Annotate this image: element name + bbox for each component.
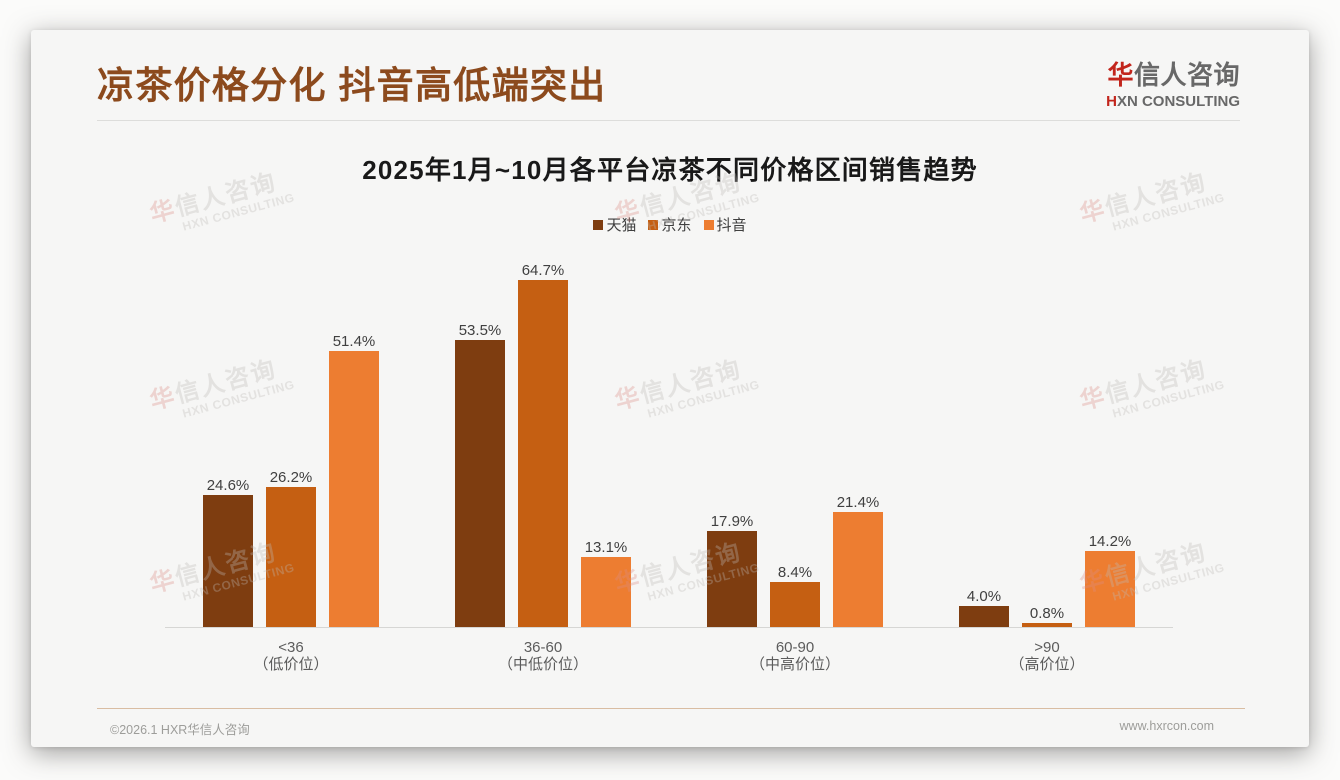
bar-天猫->90: [959, 606, 1009, 627]
category-label-60-90: 60-90 （中高价位）: [749, 639, 840, 673]
bar-value-label: 21.4%: [836, 494, 880, 511]
bar-京东->90: [1022, 623, 1072, 627]
bar-抖音-36-60: [581, 557, 631, 627]
legend-swatch: [593, 219, 604, 230]
bar-京东-<36: [266, 487, 316, 627]
bar-天猫-36-60: [455, 340, 505, 627]
footer-divider: [97, 708, 1245, 709]
bar-京东-60-90: [770, 582, 820, 627]
bar-value-label: 51.4%: [332, 333, 376, 350]
title-divider: [97, 120, 1240, 121]
logo-chinese: 华信人咨询: [1106, 61, 1240, 89]
chart-legend: 天猫 京东 抖音: [31, 214, 1309, 235]
bar-value-label: 4.0%: [966, 588, 1002, 605]
company-logo: 华信人咨询 HXN CONSULTING: [1106, 61, 1240, 110]
category-label-<36: <36 （低价位）: [253, 639, 329, 673]
legend-label: 天猫: [606, 217, 637, 234]
logo-cn-rest: 信人咨询: [1133, 60, 1240, 90]
logo-en-accent: H: [1106, 93, 1117, 110]
bar-value-label: 17.9%: [710, 513, 754, 530]
bar-抖音-<36: [329, 351, 379, 627]
legend-swatch: [648, 219, 659, 230]
legend-item-天猫[interactable]: 天猫: [593, 214, 636, 235]
bar-天猫-<36: [203, 495, 253, 627]
logo-english: HXN CONSULTING: [1106, 94, 1240, 110]
bar-value-label: 8.4%: [777, 564, 813, 581]
x-axis-line: [165, 627, 1173, 628]
bar-value-label: 53.5%: [458, 322, 502, 339]
category-label-36-60: 36-60 （中低价位）: [497, 639, 588, 673]
legend-swatch: [703, 219, 714, 230]
bar-chart-plot: 24.6% 26.2% 51.4% 53.5% 64.7% 13.1% 17.9% 8.4% 2…: [165, 262, 1173, 628]
logo-en-rest: XN CONSULTING: [1116, 93, 1240, 110]
category-axis-labels: <36 （低价位） 36-60 （中低价位） 60-90 （中高价位） >90 （高价位）: [165, 639, 1173, 679]
category-label->90: >90 （高价位）: [1009, 639, 1085, 673]
footer-copyright: ©2026.1 HXR华信人咨询: [110, 723, 250, 737]
legend-item-抖音[interactable]: 抖音: [703, 214, 747, 235]
bar-京东-36-60: [518, 280, 568, 627]
chart-title: 2025年1月~10月各平台凉茶不同价格区间销售趋势: [362, 155, 978, 185]
bar-抖音-60-90: [833, 512, 883, 627]
legend-item-京东[interactable]: 京东: [648, 214, 692, 235]
slide-card: 华信人咨询 HXN CONSULTING 华信人咨询 HXN CONSULTING 华信…: [31, 30, 1309, 747]
bar-value-label: 14.2%: [1088, 533, 1132, 550]
page-title: 凉茶价格分化 抖音高低端突出: [97, 65, 607, 106]
bar-value-label: 64.7%: [521, 262, 565, 279]
bar-value-label: 24.6%: [206, 477, 250, 494]
bar-value-label: 0.8%: [1029, 605, 1065, 622]
bar-天猫-60-90: [707, 531, 757, 627]
bar-抖音->90: [1085, 551, 1135, 627]
legend-label: 抖音: [716, 217, 747, 234]
legend-label: 京东: [661, 217, 692, 234]
logo-cn-accent: 华: [1107, 60, 1134, 90]
bar-value-label: 13.1%: [584, 539, 628, 556]
footer-website[interactable]: www.hxrcon.com: [1119, 719, 1214, 733]
bar-value-label: 26.2%: [269, 469, 313, 486]
